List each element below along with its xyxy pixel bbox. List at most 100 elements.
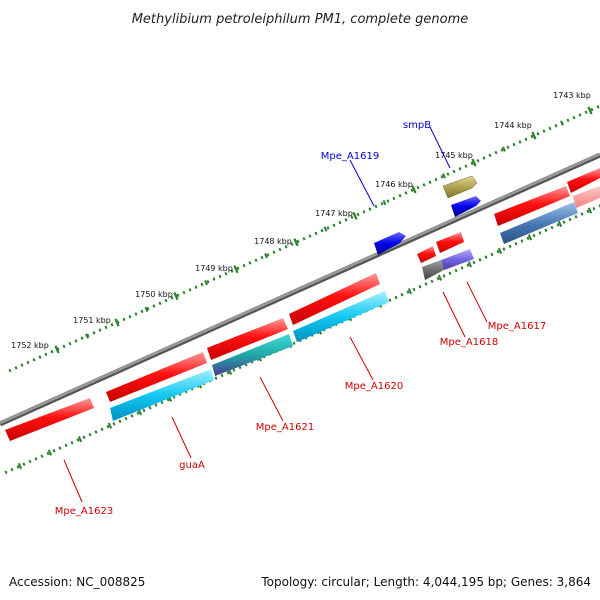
minor-tick — [572, 115, 576, 120]
lower-dot — [22, 462, 26, 466]
lower-dot — [586, 209, 590, 214]
label-smpB[interactable]: smpB — [403, 120, 431, 131]
lower-dot — [232, 368, 236, 372]
lower-dot — [58, 446, 62, 450]
minor-tick — [482, 156, 486, 160]
minor-tick — [308, 234, 312, 238]
minor-tick — [578, 113, 582, 117]
minor-tick — [62, 344, 66, 349]
minor-tick — [272, 250, 276, 254]
lower-dot — [520, 239, 524, 243]
lower-dot — [562, 220, 566, 224]
minor-tick — [542, 129, 546, 133]
mid-tick — [204, 279, 208, 286]
minor-tick — [32, 358, 36, 362]
mid-tick — [264, 253, 268, 259]
minor-tick — [596, 105, 600, 109]
label-Mpe_A1618[interactable]: Mpe_A1618 — [440, 337, 498, 348]
minor-tick — [548, 126, 552, 131]
genome-title: Methylibium petroleiphilum PM1, complete… — [132, 12, 469, 27]
gene-smpB-cds[interactable] — [451, 196, 481, 217]
minor-tick — [512, 142, 516, 147]
lower-dot — [142, 408, 146, 413]
minor-tick — [332, 223, 336, 228]
minor-tick — [44, 352, 48, 357]
label-Mpe_A1620[interactable]: Mpe_A1620 — [345, 381, 403, 392]
minor-tick — [218, 274, 222, 279]
major-tick — [411, 185, 417, 194]
lower-dot — [88, 432, 92, 437]
genome-stats-text: Topology: circular; Length: 4,044,195 bp… — [260, 575, 591, 589]
lower-dot — [226, 371, 230, 375]
minor-tick — [410, 188, 414, 193]
lower-tick — [587, 207, 593, 214]
minor-tick — [266, 253, 270, 257]
minor-tick — [194, 285, 198, 289]
minor-tick — [386, 199, 390, 203]
label-Mpe_A1623[interactable]: Mpe_A1623 — [55, 506, 113, 517]
minor-tick — [368, 207, 372, 211]
minor-tick — [380, 201, 384, 206]
minor-tick — [20, 363, 24, 367]
lower-dot — [148, 405, 152, 410]
gene-arrows-red[interactable] — [5, 168, 600, 441]
label-Mpe_A1617[interactable]: Mpe_A1617 — [488, 321, 546, 332]
gene-smpB[interactable] — [442, 175, 478, 199]
lower-dot — [100, 427, 104, 432]
minor-tick — [374, 204, 378, 209]
label-Mpe_A1619[interactable]: Mpe_A1619 — [321, 151, 379, 162]
major-tick — [587, 106, 593, 115]
cds-features[interactable] — [110, 202, 578, 421]
major-tick — [531, 131, 537, 140]
minor-tick — [452, 169, 456, 174]
minor-tick — [158, 301, 162, 306]
lower-dot — [442, 274, 446, 278]
gene-Mpe_A1619[interactable] — [374, 232, 406, 255]
minor-tick — [134, 312, 138, 316]
lower-tick — [467, 261, 473, 268]
minor-tick — [236, 266, 240, 271]
lower-dot — [10, 467, 14, 472]
minor-tick — [50, 349, 54, 354]
minor-tick — [494, 150, 498, 155]
kbp-label: 1744 kbp — [494, 121, 532, 130]
minor-tick — [200, 282, 204, 287]
major-tick — [293, 238, 299, 247]
minor-tick — [8, 368, 12, 373]
minor-tick — [506, 145, 510, 150]
lower-dot — [418, 284, 422, 289]
lower-dot — [592, 206, 596, 211]
minor-tick — [326, 226, 330, 230]
minor-tick — [212, 277, 216, 281]
lower-dot — [220, 373, 224, 378]
lower-tick — [137, 409, 143, 416]
mid-tick — [382, 199, 387, 206]
minor-tick — [446, 172, 450, 176]
minor-tick — [242, 263, 246, 268]
kbp-label: 1750 kbp — [135, 290, 173, 299]
lower-tick — [557, 220, 563, 228]
minor-tick — [290, 242, 294, 246]
lower-dot — [478, 258, 482, 262]
kbp-label: 1749 kbp — [195, 264, 233, 273]
minor-tick — [584, 110, 588, 115]
lower-dot — [460, 266, 464, 270]
lower-dot — [532, 233, 536, 238]
label-Mpe_A1621[interactable]: Mpe_A1621 — [256, 422, 314, 433]
lower-dot — [76, 438, 80, 442]
kbp-label: 1752 kbp — [11, 341, 49, 350]
lower-dot — [484, 255, 488, 259]
minor-tick — [182, 290, 186, 295]
lower-dot — [214, 376, 218, 380]
minor-tick — [356, 212, 360, 217]
lower-dot — [64, 443, 68, 448]
lower-dot — [472, 260, 476, 265]
minor-tick — [524, 137, 528, 141]
minor-tick — [530, 134, 534, 139]
minor-tick — [296, 239, 300, 244]
minor-tick — [254, 258, 258, 262]
label-guaA[interactable]: guaA — [179, 460, 205, 471]
major-tick — [54, 345, 60, 354]
minor-tick — [338, 220, 342, 225]
